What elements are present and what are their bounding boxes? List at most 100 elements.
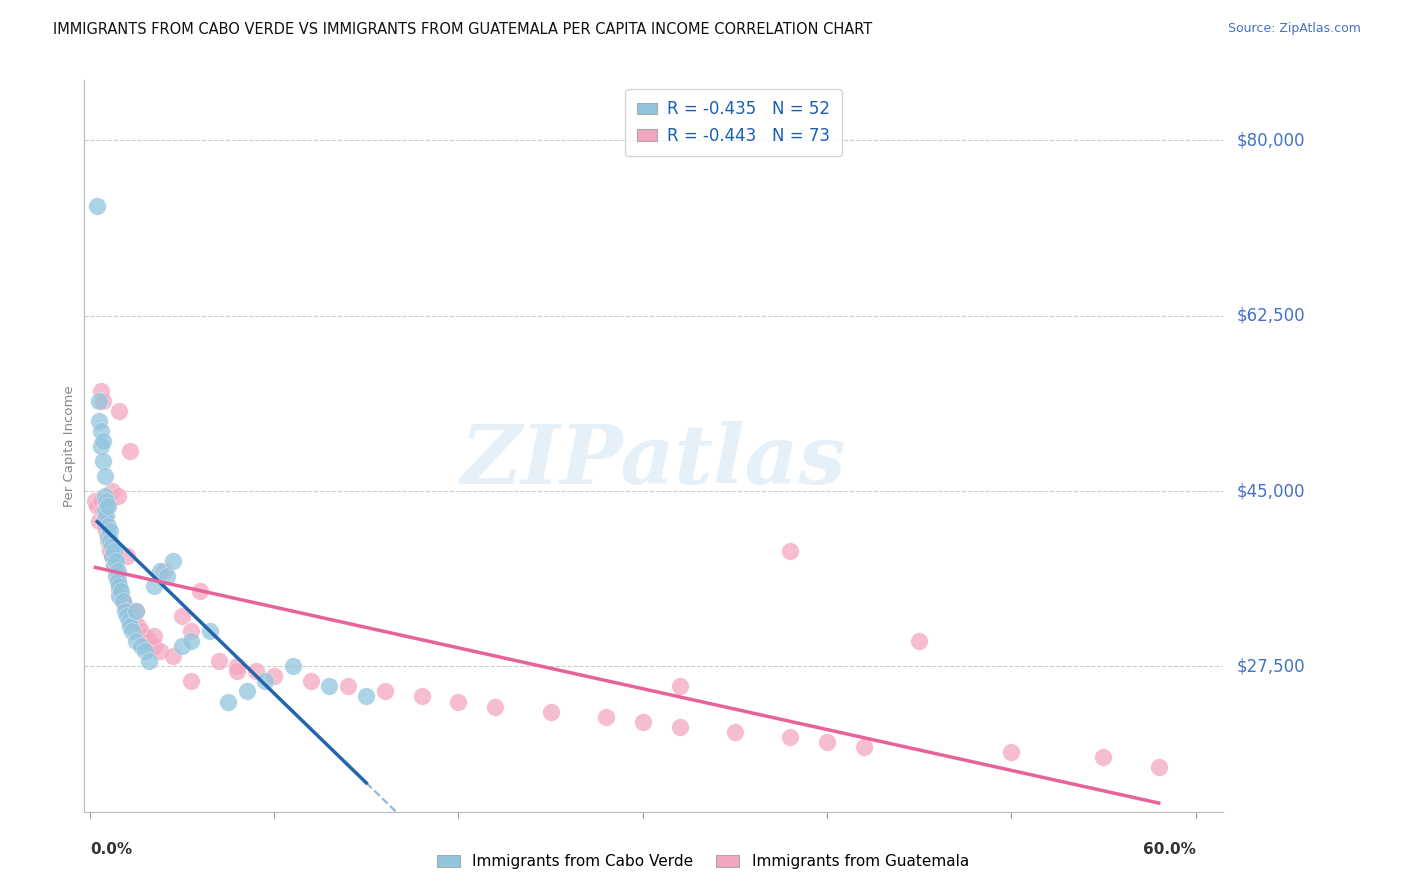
Point	[149, 564, 172, 578]
Point	[107, 489, 129, 503]
Point	[162, 649, 184, 664]
Point	[101, 549, 124, 564]
Point	[98, 544, 121, 558]
Point	[104, 554, 127, 568]
Point	[108, 579, 131, 593]
Point	[93, 489, 115, 503]
Point	[114, 604, 136, 618]
Point	[127, 619, 149, 633]
Point	[90, 424, 112, 438]
Point	[98, 534, 121, 549]
Point	[156, 569, 179, 583]
Point	[122, 615, 145, 629]
Point	[104, 564, 127, 578]
Point	[668, 680, 690, 694]
Point	[724, 724, 747, 739]
Point	[97, 534, 120, 549]
Point	[1147, 759, 1170, 773]
Point	[120, 444, 142, 458]
Point	[318, 680, 340, 694]
Point	[336, 680, 359, 694]
Point	[104, 569, 127, 583]
Point	[93, 504, 115, 518]
Y-axis label: Per Capita Income: Per Capita Income	[63, 385, 76, 507]
Point	[226, 665, 249, 679]
Point	[101, 549, 124, 564]
Point	[170, 609, 193, 624]
Point	[112, 594, 135, 608]
Point	[180, 674, 202, 689]
Point	[91, 504, 114, 518]
Point	[96, 494, 118, 508]
Point	[101, 484, 124, 499]
Point	[110, 589, 132, 603]
Point	[103, 559, 125, 574]
Point	[108, 404, 131, 418]
Point	[125, 634, 148, 648]
Point	[90, 494, 112, 508]
Point	[103, 559, 125, 574]
Point	[253, 674, 276, 689]
Point	[779, 730, 801, 744]
Point	[120, 609, 142, 624]
Point	[98, 524, 121, 538]
Point	[190, 584, 212, 599]
Point	[374, 684, 396, 698]
Point	[86, 198, 108, 212]
Point	[208, 655, 231, 669]
Point	[595, 709, 617, 723]
Point	[108, 589, 131, 603]
Point	[86, 499, 108, 513]
Point	[134, 644, 156, 658]
Point	[108, 579, 131, 593]
Point	[540, 705, 562, 719]
Point	[103, 544, 125, 558]
Text: 0.0%: 0.0%	[90, 842, 132, 857]
Point	[112, 594, 135, 608]
Point	[90, 439, 112, 453]
Point	[87, 393, 110, 408]
Point	[107, 574, 129, 589]
Point	[97, 529, 120, 543]
Point	[91, 393, 114, 408]
Point	[96, 524, 118, 538]
Text: ZIPatlas: ZIPatlas	[461, 421, 846, 500]
Point	[281, 659, 304, 673]
Point	[668, 720, 690, 734]
Point	[631, 714, 654, 729]
Text: $27,500: $27,500	[1237, 657, 1306, 675]
Point	[815, 734, 838, 748]
Text: Source: ZipAtlas.com: Source: ZipAtlas.com	[1227, 22, 1361, 36]
Point	[411, 690, 433, 704]
Point	[125, 604, 148, 618]
Point	[110, 584, 132, 599]
Text: $62,500: $62,500	[1237, 307, 1306, 325]
Point	[484, 699, 506, 714]
Legend: R = -0.435   N = 52, R = -0.443   N = 73: R = -0.435 N = 52, R = -0.443 N = 73	[626, 88, 842, 156]
Point	[87, 514, 110, 528]
Point	[115, 609, 138, 624]
Point	[131, 624, 153, 639]
Point	[114, 599, 136, 614]
Point	[1092, 749, 1115, 764]
Point	[117, 615, 139, 629]
Point	[245, 665, 267, 679]
Text: $45,000: $45,000	[1237, 482, 1306, 500]
Point	[108, 584, 131, 599]
Point	[138, 634, 160, 648]
Text: 60.0%: 60.0%	[1143, 842, 1195, 857]
Point	[356, 690, 378, 704]
Point	[852, 739, 875, 754]
Point	[97, 529, 120, 543]
Point	[143, 629, 166, 643]
Point	[226, 659, 249, 673]
Point	[103, 554, 125, 568]
Point	[90, 384, 112, 398]
Point	[93, 509, 115, 524]
Point	[138, 655, 160, 669]
Point	[91, 454, 114, 468]
Point	[121, 624, 143, 639]
Legend: Immigrants from Cabo Verde, Immigrants from Guatemala: Immigrants from Cabo Verde, Immigrants f…	[432, 848, 974, 875]
Point	[299, 674, 322, 689]
Point	[107, 574, 129, 589]
